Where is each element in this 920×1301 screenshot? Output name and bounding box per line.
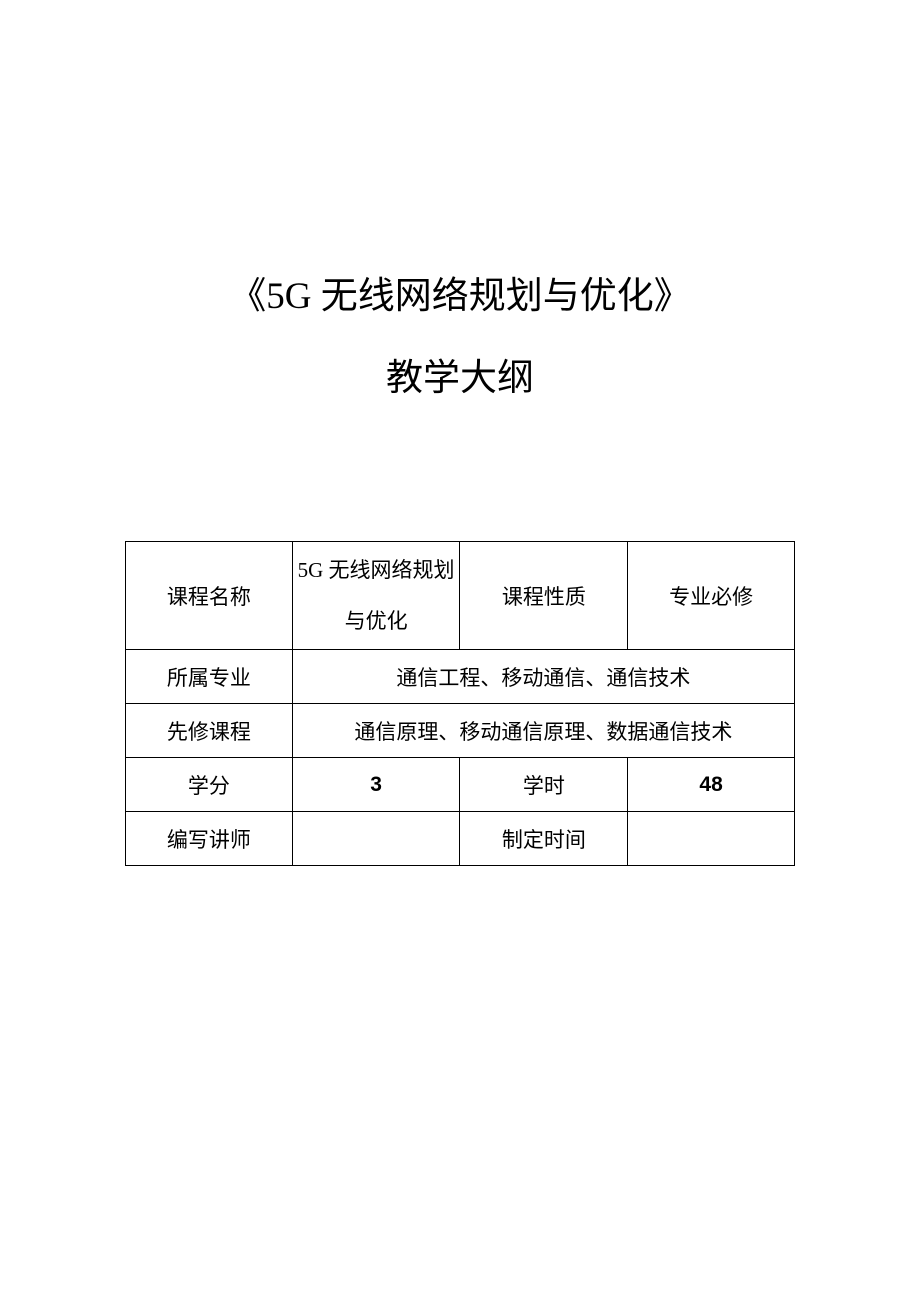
label-course-type: 课程性质 <box>460 542 628 650</box>
label-hours: 学时 <box>460 758 628 812</box>
value-author <box>292 812 460 866</box>
table-row: 先修课程 通信原理、移动通信原理、数据通信技术 <box>126 704 795 758</box>
label-credits: 学分 <box>126 758 293 812</box>
document-title-line1: 《5G 无线网络规划与优化》 <box>0 265 920 319</box>
label-author: 编写讲师 <box>126 812 293 866</box>
table-row: 课程名称 5G 无线网络规划与优化 课程性质 专业必修 <box>126 542 795 650</box>
course-info-table: 课程名称 5G 无线网络规划与优化 课程性质 专业必修 所属专业 通信工程、移动… <box>125 541 795 866</box>
label-date: 制定时间 <box>460 812 628 866</box>
table-row: 学分 3 学时 48 <box>126 758 795 812</box>
value-major: 通信工程、移动通信、通信技术 <box>292 650 794 704</box>
value-credits: 3 <box>292 758 460 812</box>
label-major: 所属专业 <box>126 650 293 704</box>
value-course-name: 5G 无线网络规划与优化 <box>292 542 460 650</box>
table-row: 所属专业 通信工程、移动通信、通信技术 <box>126 650 795 704</box>
document-title-line2: 教学大纲 <box>0 347 920 401</box>
label-prerequisite: 先修课程 <box>126 704 293 758</box>
value-date <box>628 812 795 866</box>
value-course-type: 专业必修 <box>628 542 795 650</box>
value-prerequisite: 通信原理、移动通信原理、数据通信技术 <box>292 704 794 758</box>
table-row: 编写讲师 制定时间 <box>126 812 795 866</box>
label-course-name: 课程名称 <box>126 542 293 650</box>
value-hours: 48 <box>628 758 795 812</box>
document-page: 《5G 无线网络规划与优化》 教学大纲 课程名称 5G 无线网络规划与优化 课程… <box>0 0 920 1301</box>
